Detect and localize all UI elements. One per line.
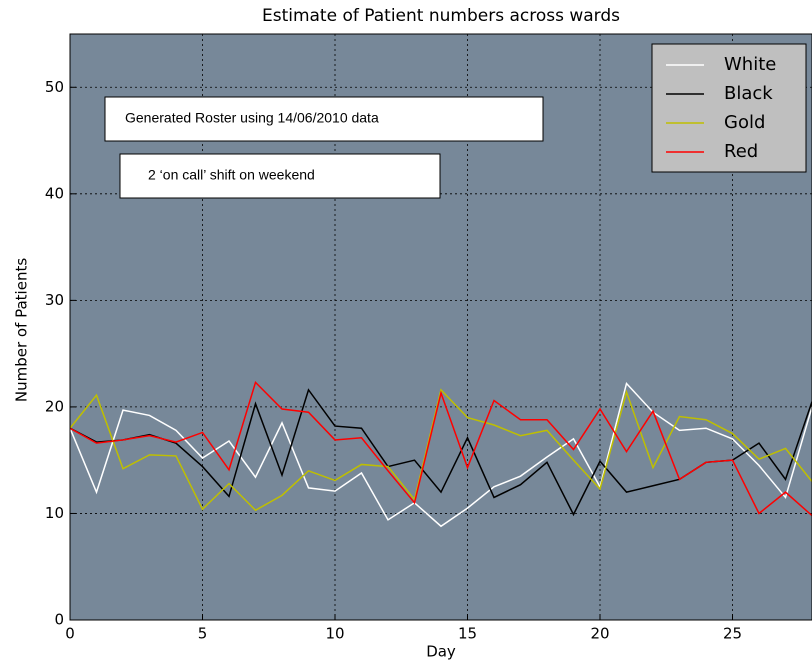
x-tick-label: 0 — [65, 625, 75, 643]
y-tick-label: 50 — [45, 78, 64, 96]
x-tick-label: 25 — [723, 625, 742, 643]
chart-title: Estimate of Patient numbers across wards — [262, 6, 620, 26]
legend-label: Gold — [724, 112, 765, 133]
y-tick-label: 10 — [45, 504, 64, 522]
y-axis-label: Number of Patients — [13, 258, 31, 402]
plot-frame — [69, 33, 812, 621]
x-axis-label: Day — [426, 643, 456, 661]
x-tick-label: 20 — [590, 625, 609, 643]
annotation: Generated Roster using 14/06/2010 data — [125, 110, 379, 126]
legend-label: Black — [724, 83, 773, 104]
x-tick-label: 5 — [198, 625, 208, 643]
series-line — [69, 381, 812, 528]
y-tick-label: 30 — [45, 291, 64, 309]
x-tick-label: 10 — [325, 625, 344, 643]
legend-label: White — [724, 54, 776, 75]
annotation-box — [104, 96, 544, 142]
y-tick-label: 0 — [54, 611, 64, 629]
legend-label: Red — [724, 141, 758, 162]
x-tick-label: 15 — [458, 625, 477, 643]
series-line — [69, 388, 812, 512]
annotation: 2 ‘on call’ shift on weekend — [148, 167, 315, 183]
annotation-box — [119, 153, 441, 199]
y-tick-label: 20 — [45, 397, 64, 415]
series-line — [69, 380, 812, 517]
y-tick-label: 40 — [45, 184, 64, 202]
